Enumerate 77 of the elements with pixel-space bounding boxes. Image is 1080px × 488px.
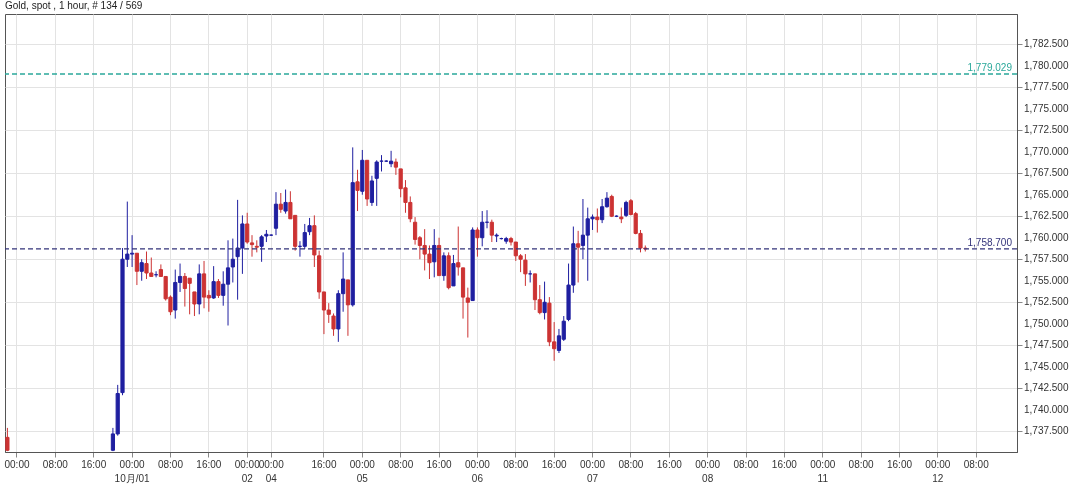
y-tick-label: 1,747.500: [1024, 339, 1069, 351]
candlestick: [134, 252, 139, 286]
ref-line-label: 1,758.700: [967, 236, 1013, 248]
x-tick-label: 08:00: [157, 458, 184, 470]
x-tick-label: 16:00: [541, 458, 568, 470]
candlestick: [451, 254, 456, 287]
y-tick-label: 1,760.000: [1024, 231, 1069, 243]
y-tick-label: 1,770.000: [1024, 145, 1069, 157]
x-tick-label: 08:00: [42, 458, 69, 470]
y-tick-label: 1,765.000: [1024, 188, 1069, 200]
x-tick-label: 08:00: [503, 458, 529, 470]
x-tick-label: 08:00: [618, 458, 644, 470]
y-tick-label: 1,745.000: [1024, 360, 1069, 372]
candlestick: [283, 189, 288, 215]
candlestick: [302, 223, 307, 250]
candlestick: [595, 207, 600, 234]
x-tick-label: 16:00: [311, 458, 337, 470]
y-tick-label: 1,757.500: [1024, 253, 1069, 265]
y-tick-label: 1,782.500: [1024, 38, 1069, 50]
y-tick-label: 1,772.500: [1024, 124, 1069, 136]
candlestick: [278, 192, 283, 214]
candlestick: [489, 219, 494, 243]
y-tick-label: 1,775.000: [1024, 102, 1069, 114]
y-tick-label: 1,762.500: [1024, 210, 1069, 222]
x-tick-label: 16:00: [196, 458, 222, 470]
y-tick-label: 1,752.500: [1024, 296, 1069, 308]
candlestick: [201, 260, 207, 309]
y-tick-label: 1,750.000: [1024, 317, 1069, 329]
candlestick: [216, 278, 221, 299]
x-tick-label: 00:00 04: [258, 458, 285, 484]
x-tick-label: 16:00: [771, 458, 798, 470]
x-tick-label: 00:00 05: [349, 458, 376, 484]
x-tick-label: 16:00: [656, 458, 683, 470]
x-tick-label: 00:00 08: [695, 458, 721, 484]
x-tick-label: 08:00: [733, 458, 759, 470]
candlestick: [192, 291, 197, 317]
chart-title: Gold, spot , 1 hour, # 134 / 569: [5, 0, 143, 11]
x-tick-label: 00:00 12: [925, 458, 951, 484]
y-tick-label: 1,755.000: [1024, 274, 1069, 286]
candlestick: [441, 251, 446, 282]
x-tick-label: 08:00: [963, 458, 990, 470]
x-tick-label: 16:00: [426, 458, 452, 470]
y-tick-label: 1,740.000: [1024, 403, 1069, 415]
x-tick-label: 00:00 02: [234, 458, 261, 484]
candlestick: [432, 228, 437, 278]
candlestick: [211, 265, 216, 300]
candlestick: [187, 277, 192, 315]
y-tick-label: 1,780.000: [1024, 59, 1069, 71]
candlestick: [542, 281, 547, 320]
x-tick-label: 00:00 10月/01: [114, 458, 151, 484]
candlestick: [580, 198, 586, 260]
candlestick: [331, 312, 336, 337]
candlestick: [230, 238, 235, 283]
y-tick-label: 1,742.500: [1024, 382, 1069, 394]
candlestick: [480, 210, 485, 247]
candlestick: [245, 212, 250, 245]
candlestick: [355, 169, 360, 212]
x-tick-label: 00:00 07: [580, 458, 606, 484]
candlestick: [388, 150, 394, 168]
y-tick-label: 1,737.500: [1024, 425, 1069, 437]
x-tick-label: 08:00: [388, 458, 414, 470]
ref-line-label: 1,779.029: [967, 61, 1013, 73]
candlestick: [225, 239, 231, 326]
x-tick-label: 08:00: [848, 458, 875, 470]
y-tick-label: 1,767.500: [1024, 167, 1069, 179]
y-tick-label: 1,777.500: [1024, 81, 1069, 93]
x-tick-label: 16:00: [886, 458, 913, 470]
candlestick: [576, 230, 581, 283]
candlestick: [139, 258, 144, 282]
candlestick: [600, 198, 605, 224]
x-tick-label: 16:00: [81, 458, 107, 470]
x-tick-label: 00:00 11: [810, 458, 836, 484]
candlestick: [475, 226, 480, 258]
x-tick-label: 00:00 06: [464, 458, 491, 484]
candlestick: [374, 159, 379, 207]
x-tick-label: 00:00: [4, 458, 30, 470]
candlestick: [221, 270, 226, 307]
